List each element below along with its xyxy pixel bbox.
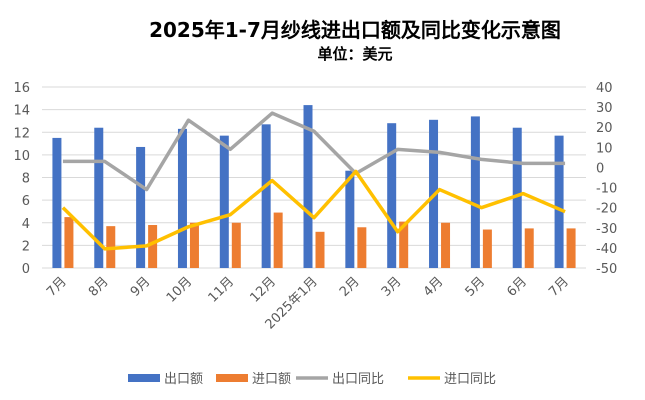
bar-进口额 — [189, 222, 199, 268]
bar-出口额 — [52, 137, 62, 268]
left-axis-tick: 8 — [22, 172, 30, 187]
right-axis-tick: 40 — [596, 81, 613, 96]
right-axis-tick: -20 — [596, 202, 617, 217]
x-axis-tick: 7月 — [546, 274, 572, 300]
bar-出口额 — [303, 105, 313, 268]
bar-进口额 — [566, 228, 576, 268]
bar-出口额 — [554, 135, 564, 268]
legend-swatch — [128, 374, 160, 382]
right-axis-tick: 30 — [596, 101, 613, 116]
bar-进口额 — [273, 212, 283, 268]
bar-出口额 — [177, 128, 187, 268]
bar-出口额 — [387, 123, 397, 268]
x-axis-tick: 11月 — [206, 274, 237, 305]
line-出口同比 — [62, 111, 566, 192]
chart-subtitle: 单位：美元 — [317, 45, 393, 63]
bar-进口额 — [441, 222, 451, 268]
left-axis-tick: 12 — [13, 126, 30, 141]
right-axis-tick: 20 — [596, 121, 613, 136]
bar-出口额 — [512, 127, 522, 268]
bar-进口额 — [231, 222, 241, 268]
right-axis-tick: -10 — [596, 182, 617, 197]
bar-进口额 — [357, 227, 367, 268]
bar-进口额 — [524, 228, 534, 268]
left-axis-tick: 6 — [22, 194, 30, 209]
right-axis-tick: 0 — [596, 161, 604, 176]
bar-出口额 — [261, 124, 271, 268]
x-axis-tick: 3月 — [379, 274, 405, 300]
legend-label: 进口同比 — [444, 372, 496, 387]
right-axis-tick: 10 — [596, 141, 613, 156]
right-axis-tick: -30 — [596, 222, 617, 237]
x-axis-tick: 7月 — [44, 274, 70, 300]
left-axis-tick: 14 — [13, 104, 30, 119]
left-axis-tick: 16 — [13, 81, 30, 96]
line-进口同比 — [61, 169, 566, 251]
bar-进口额 — [315, 231, 325, 268]
legend-label: 出口同比 — [332, 372, 384, 387]
x-axis-tick: 8月 — [86, 274, 112, 300]
x-axis-tick: 6月 — [504, 274, 530, 300]
left-axis-tick: 2 — [22, 239, 30, 254]
bar-出口额 — [136, 146, 146, 268]
right-axis-tick: -50 — [596, 262, 617, 277]
right-axis-tick: -40 — [596, 242, 617, 257]
bar-进口额 — [64, 217, 74, 268]
bar-进口额 — [482, 229, 492, 268]
bar-出口额 — [470, 116, 480, 268]
left-axis-tick: 4 — [22, 217, 30, 232]
bar-进口额 — [399, 221, 409, 268]
x-axis-tick: 10月 — [164, 274, 195, 305]
x-axis-tick: 5月 — [463, 274, 489, 300]
left-axis-tick: 10 — [13, 149, 30, 164]
x-axis-tick: 4月 — [421, 274, 447, 300]
x-axis-tick: 9月 — [128, 274, 154, 300]
left-axis-tick: 0 — [22, 262, 30, 277]
legend-label: 进口额 — [252, 372, 291, 387]
chart-title: 2025年1-7月纱线进出口额及同比变化示意图 — [149, 18, 561, 42]
bar-进口额 — [148, 225, 158, 268]
legend-swatch — [216, 374, 248, 382]
legend-label: 出口额 — [164, 372, 203, 387]
x-axis-tick: 12月 — [247, 274, 278, 305]
bar-出口额 — [94, 127, 104, 268]
x-axis-tick: 2月 — [337, 274, 363, 300]
bar-出口额 — [345, 170, 355, 268]
bar-出口额 — [219, 135, 229, 268]
